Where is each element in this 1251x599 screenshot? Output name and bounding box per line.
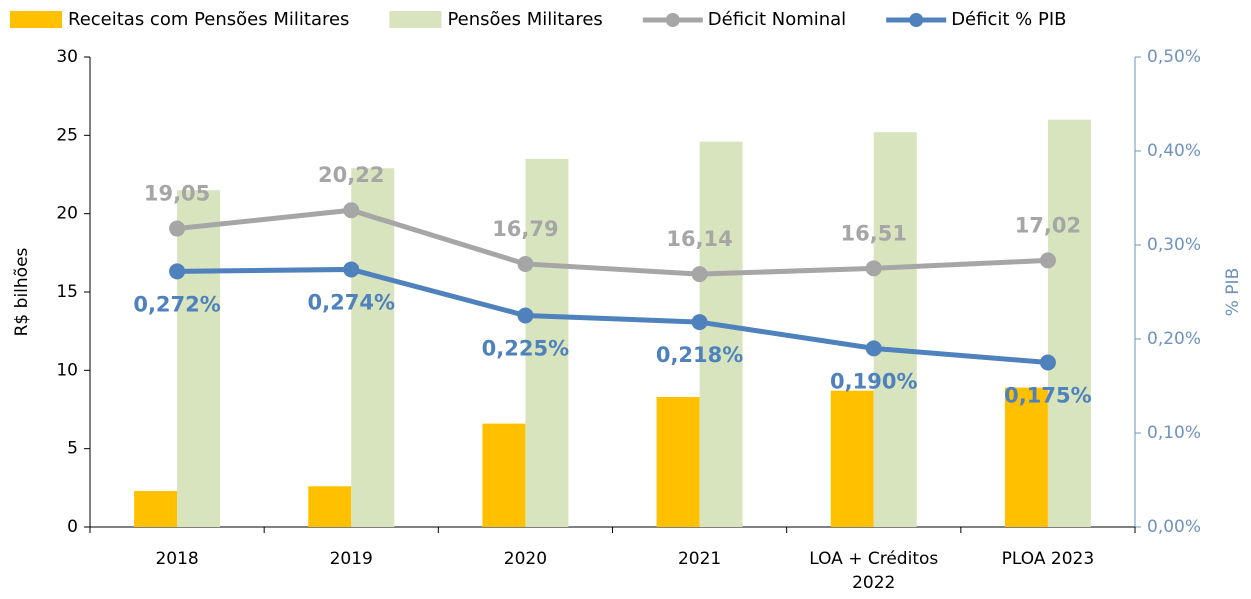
bar bbox=[482, 423, 526, 527]
bar bbox=[177, 190, 221, 527]
line bbox=[176, 207, 1049, 277]
bar bbox=[699, 141, 743, 527]
data-label: 20,22 bbox=[318, 163, 384, 187]
data-label: 16,79 bbox=[492, 217, 558, 241]
data-label: 17,02 bbox=[1015, 213, 1081, 237]
y2-tick-label: 0,50% bbox=[1147, 47, 1201, 67]
y2-tick-label: 0,40% bbox=[1147, 141, 1201, 161]
bar bbox=[525, 158, 569, 528]
y-tick-label: 30 bbox=[56, 47, 78, 67]
bar bbox=[308, 486, 352, 527]
bar bbox=[351, 168, 395, 527]
x-tick-label: PLOA 2023 bbox=[1001, 549, 1095, 569]
marker bbox=[517, 255, 534, 272]
bar bbox=[830, 390, 874, 527]
data-label: 0,175% bbox=[1004, 384, 1091, 408]
line bbox=[177, 266, 1049, 365]
marker bbox=[691, 314, 708, 331]
marker bbox=[1039, 354, 1056, 371]
legend-swatch bbox=[389, 11, 442, 28]
data-label: 0,218% bbox=[656, 343, 743, 367]
bar bbox=[134, 490, 178, 527]
y2-axis-label: % PIB bbox=[1223, 268, 1243, 317]
data-label: 0,272% bbox=[133, 292, 220, 316]
x-tick-label: 2020 bbox=[503, 549, 548, 569]
marker bbox=[517, 307, 534, 324]
legend-label: Déficit Nominal bbox=[708, 9, 846, 30]
legend-swatch bbox=[10, 11, 62, 28]
data-label: 19,05 bbox=[144, 182, 210, 206]
y-tick-label: 25 bbox=[56, 125, 78, 145]
marker bbox=[343, 261, 360, 278]
y-tick-label: 20 bbox=[56, 204, 78, 224]
legend-swatch bbox=[909, 13, 924, 27]
data-label: 0,225% bbox=[482, 337, 569, 361]
marker bbox=[1039, 252, 1056, 269]
y-tick-label: 0 bbox=[67, 517, 78, 537]
marker bbox=[343, 202, 360, 219]
legend-label: Déficit % PIB bbox=[951, 9, 1066, 30]
data-label: 0,274% bbox=[308, 290, 395, 314]
legend-label: Pensões Militares bbox=[447, 9, 602, 30]
y-tick-label: 15 bbox=[56, 282, 78, 302]
bar bbox=[1004, 387, 1048, 527]
bar bbox=[873, 132, 917, 527]
data-label: 16,51 bbox=[841, 221, 907, 245]
legend-label: Receitas com Pensões Militares bbox=[68, 9, 349, 30]
marker bbox=[169, 263, 186, 280]
x-tick-label: LOA + Créditos 2022 bbox=[809, 549, 939, 593]
bar bbox=[656, 396, 700, 527]
y2-tick-label: 0,10% bbox=[1147, 423, 1201, 443]
marker bbox=[865, 260, 882, 277]
marker bbox=[169, 220, 186, 237]
y-axis-label: R$ bilhões bbox=[12, 247, 32, 336]
marker bbox=[691, 266, 708, 283]
y-tick-label: 5 bbox=[67, 439, 78, 459]
y2-tick-label: 0,20% bbox=[1147, 329, 1201, 349]
marker bbox=[865, 340, 882, 357]
data-label: 0,190% bbox=[830, 369, 917, 393]
legend-swatch bbox=[665, 13, 680, 27]
bar bbox=[1047, 119, 1091, 528]
x-tick-label: 2019 bbox=[329, 549, 373, 569]
x-tick-label: 2018 bbox=[155, 549, 199, 569]
y2-tick-label: 0,00% bbox=[1147, 517, 1201, 537]
data-label: 16,14 bbox=[666, 227, 732, 251]
y2-tick-label: 0,30% bbox=[1147, 235, 1201, 255]
x-tick-label: 2021 bbox=[677, 549, 722, 569]
y-tick-label: 10 bbox=[56, 360, 78, 380]
